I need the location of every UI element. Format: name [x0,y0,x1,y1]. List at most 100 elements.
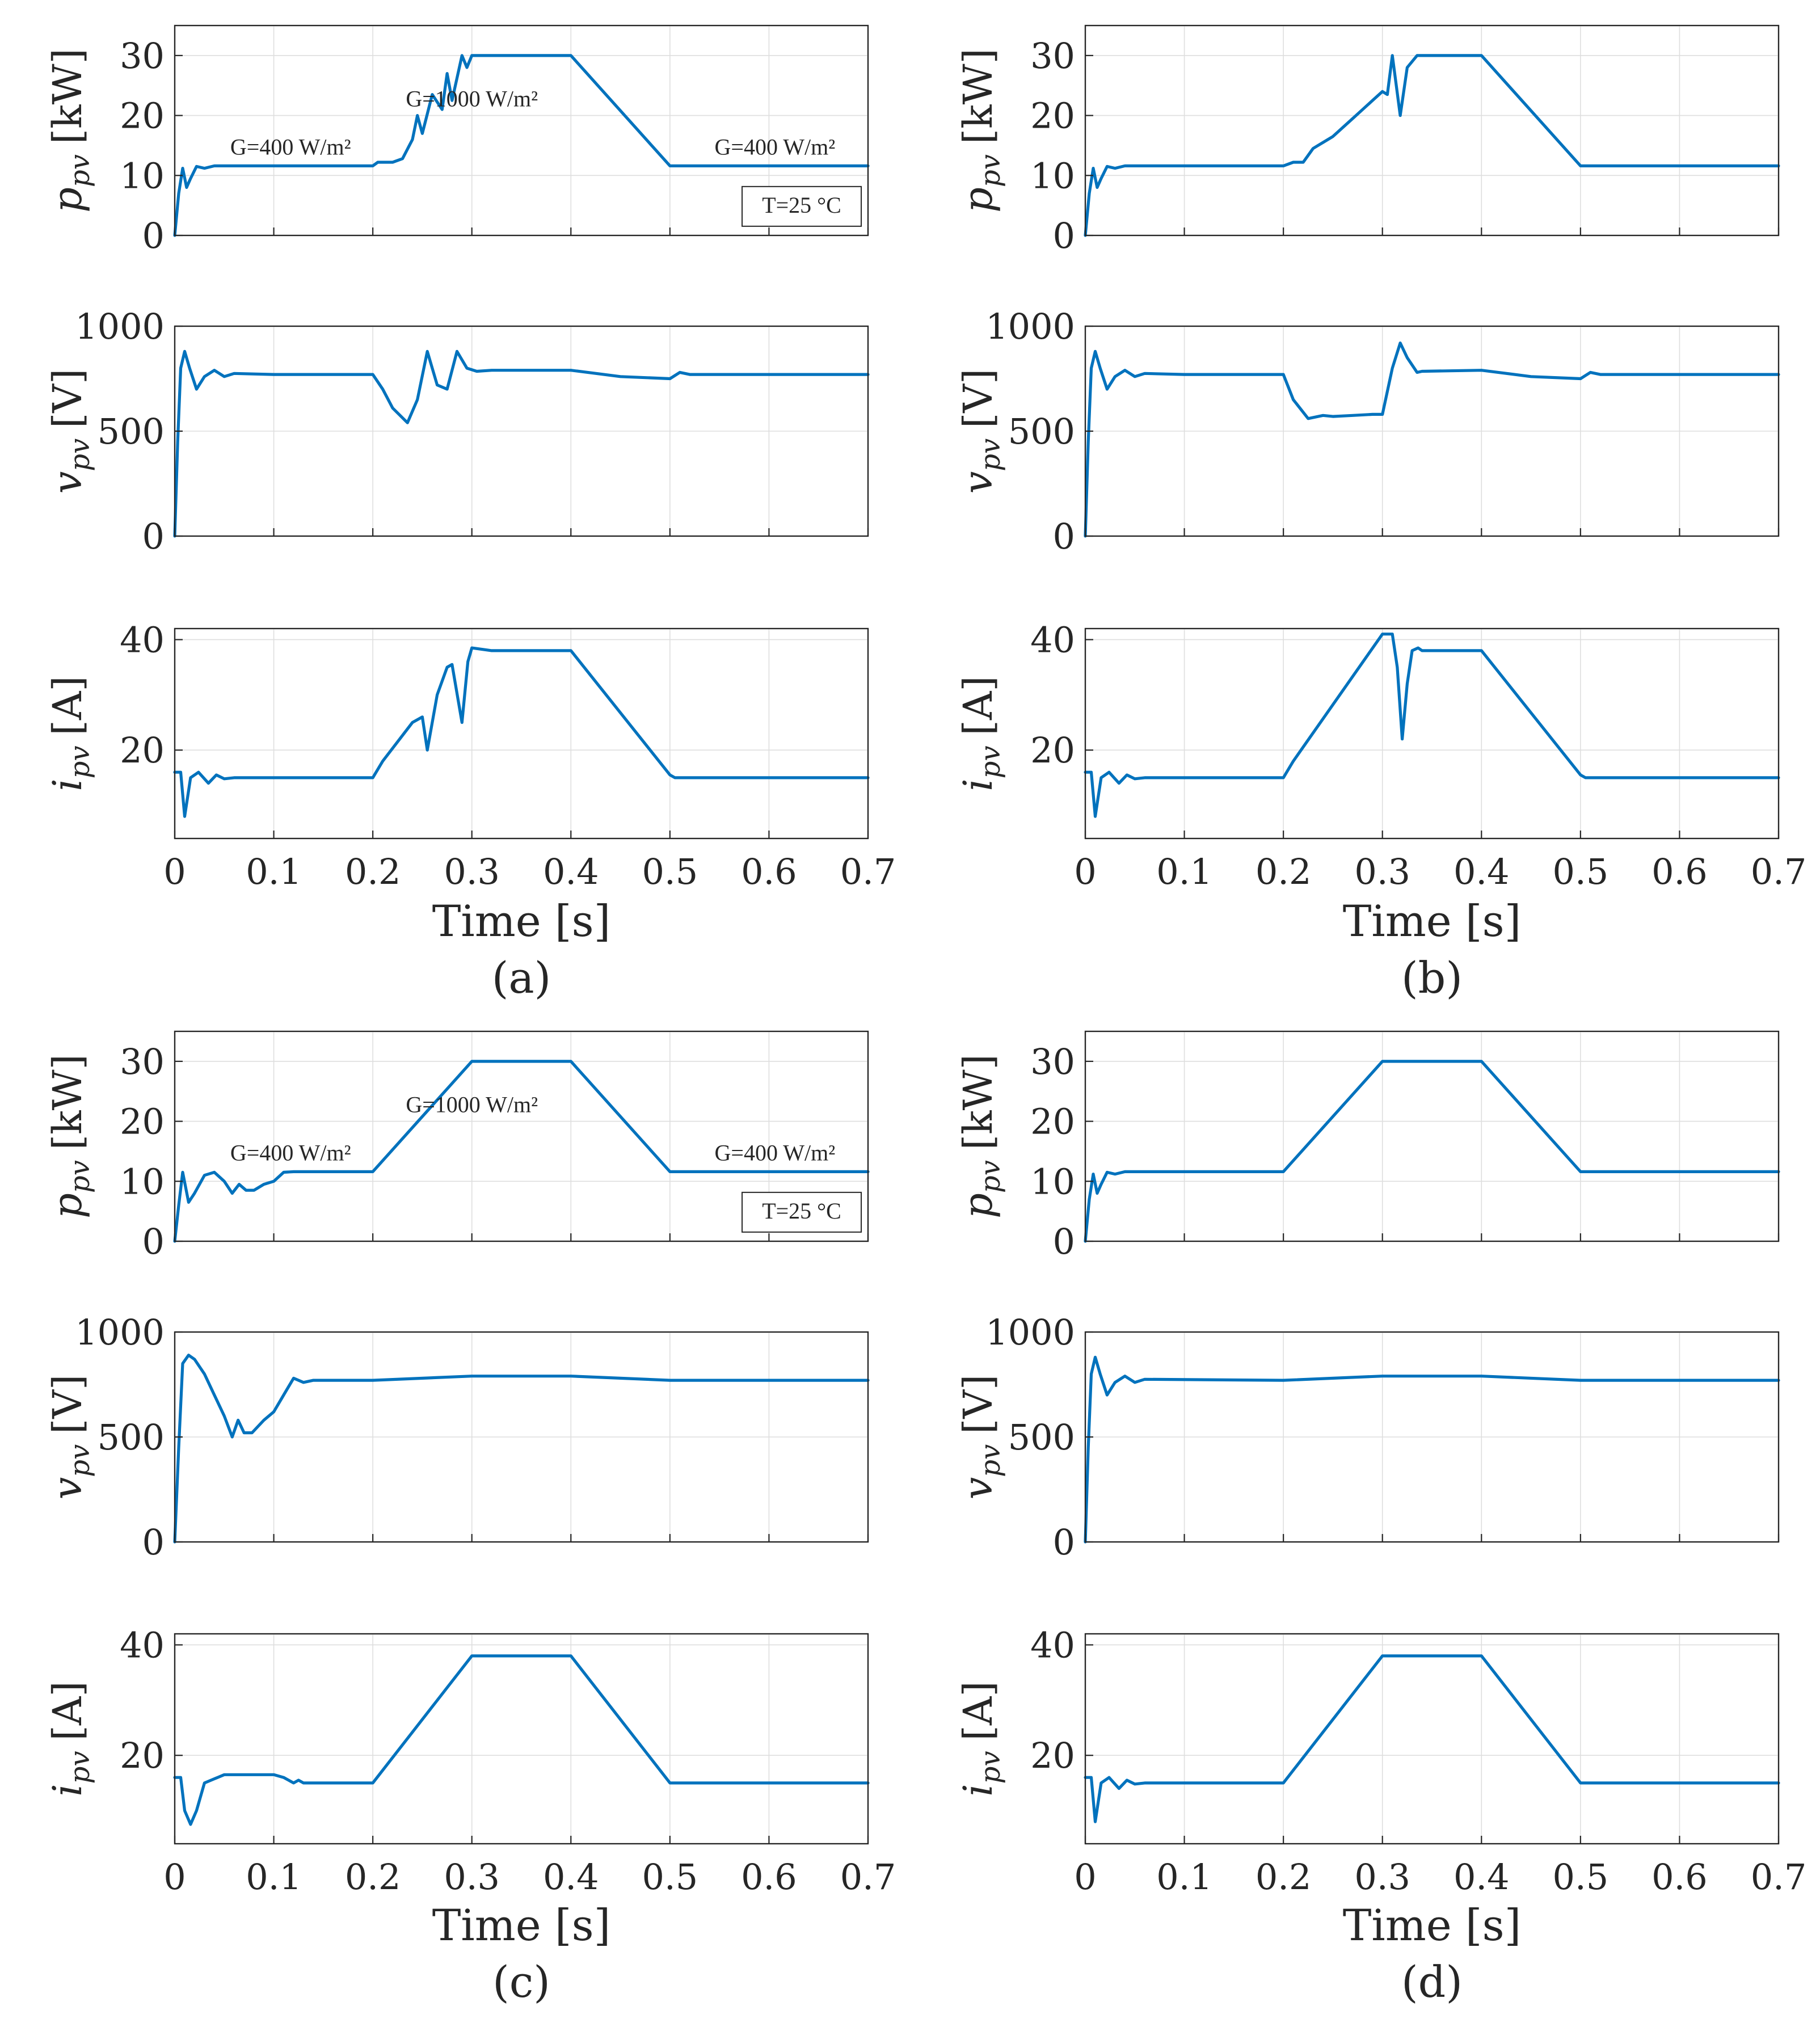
y-axis-label: ipv[A] [955,1681,1006,1796]
annotation-label: G=400 W/m² [230,1140,351,1165]
x-tick-label: 0.1 [1156,1856,1212,1898]
y-axis-label: ppv[kW] [955,1054,1006,1219]
x-tick-label: 0.5 [1553,851,1609,892]
y-tick-label: 0 [142,516,165,557]
y-axis-label: ipv[A] [955,676,1006,791]
y-tick-label: 1000 [985,306,1075,347]
y-tick-label: 500 [98,411,165,452]
y-tick-label: 1000 [75,1312,165,1353]
y-tick-label: 40 [120,1624,165,1666]
plot-area [174,627,869,840]
axis-frame [1084,1633,1780,1845]
subplot-i-pv: 20 40 0 0.1 0.2 0.3 0.4 0.5 0.6 0.7 ipv[A] [44,619,896,892]
axis-frame [1084,24,1780,237]
axis-frame [174,627,869,840]
annotation-label: G=400 W/m² [230,134,351,159]
x-tick-label: 0.6 [1652,1856,1708,1898]
axis-frame [174,1633,869,1845]
x-tick-label: 0 [163,851,186,892]
y-tick-label: 0 [142,1522,165,1563]
subplot-v-pv: 0 500 1000 vpv[V] [44,306,870,557]
series-line [173,349,870,538]
annotation-label: T=25 °C [762,192,841,218]
plot-area [1084,627,1780,840]
y-tick-label: 30 [1030,35,1075,77]
x-tick-label: 0.5 [642,851,698,892]
y-tick-label: 500 [98,1417,165,1458]
y-tick-label: 10 [1030,155,1075,196]
series-line [1084,1654,1780,1823]
series-line [173,1354,870,1544]
axis-frame [174,1030,869,1242]
x-tick-label: 0.4 [1454,851,1510,892]
x-tick-label: 0.2 [1256,1856,1312,1898]
y-tick-label: 30 [1030,1041,1075,1082]
subplot-p-pv: 0 10 20 30 ppv[kW] G=400 W/m² G=1000 W/m² G=400… [44,1030,870,1262]
y-axis-label: ipv[A] [44,1681,96,1796]
x-tick-label: 0.6 [741,851,797,892]
panel-caption: (d) [1401,1957,1463,2007]
annotation-label: G=400 W/m² [715,134,836,159]
subplot-i-pv: 20 40 0 0.1 0.2 0.3 0.4 0.5 0.6 0.7 ipv[A] [44,1624,896,1898]
x-tick-label: 0.6 [741,1856,797,1898]
panel-caption: (c) [492,1957,550,2007]
annotation-label: T=25 °C [762,1198,841,1224]
panel-d: 0 10 20 30 ppv[kW] 0 500 1000 vpv[V] 20 40 0 0.1 0.2 0… [955,1030,1806,2007]
subplot-p-pv: 0 10 20 30 ppv[kW] [955,1030,1780,1262]
y-axis-label: ppv[kW] [955,48,1006,213]
x-tick-label: 0 [1074,1856,1096,1898]
x-tick-label: 0.4 [1454,1856,1510,1898]
y-tick-label: 30 [120,35,165,77]
subplot-v-pv: 0 500 1000 vpv[V] [44,1312,870,1563]
subplot-v-pv: 0 500 1000 vpv[V] [955,1312,1780,1563]
series-line [1084,341,1780,538]
y-tick-label: 10 [120,1161,165,1202]
panel-b: 0 10 20 30 ppv[kW] 0 500 1000 vpv[V] 20 40 0 0.1 0.2 0… [955,24,1806,1003]
panel-caption: (a) [492,953,551,1003]
y-tick-label: 20 [1030,95,1075,137]
y-tick-label: 0 [1053,1221,1075,1262]
y-tick-label: 20 [1030,730,1075,771]
y-tick-label: 40 [120,619,165,660]
x-tick-label: 0.2 [345,851,401,892]
axis-frame [1084,1030,1780,1242]
x-tick-label: 0.5 [642,1856,698,1898]
annotation-box [742,186,862,227]
x-tick-label: 0.3 [1354,851,1410,892]
x-tick-label: 0.1 [1156,851,1212,892]
x-tick-label: 0.7 [840,851,896,892]
subplot-p-pv: 0 10 20 30 ppv[kW] [955,24,1780,256]
axis-frame [1084,627,1780,840]
x-tick-label: 0.3 [444,851,500,892]
y-tick-label: 0 [1053,516,1075,557]
series-line [1084,1060,1780,1243]
x-tick-label: 0.4 [543,851,599,892]
y-tick-label: 0 [142,215,165,256]
plot-area [1084,24,1780,237]
series-line [173,54,870,237]
y-tick-label: 1000 [985,1312,1075,1353]
y-tick-label: 1000 [75,306,165,347]
series-line [1084,633,1780,818]
series-line [173,646,870,818]
x-tick-label: 0.2 [1256,851,1312,892]
annotation-label: G=1000 W/m² [406,86,538,112]
x-tick-label: 0 [1074,851,1096,892]
x-axis-label: Time [s] [432,1900,611,1950]
y-axis-label: ipv[A] [44,676,96,791]
y-tick-label: 500 [1008,1417,1075,1458]
panel-c: 0 10 20 30 ppv[kW] G=400 W/m² G=1000 W/m² G=400… [44,1030,896,2007]
series-line [1084,54,1780,237]
y-tick-label: 30 [120,1041,165,1082]
x-tick-label: 0.7 [840,1856,896,1898]
plot-area [1084,1633,1780,1845]
panel-a: 0 10 20 30 ppv[kW] G=400 W/m² G=1000 W/m² G=400… [44,24,896,1003]
subplot-i-pv: 20 40 0 0.1 0.2 0.3 0.4 0.5 0.6 0.7 ipv[A] [955,619,1806,892]
axis-frame [174,24,869,237]
annotation-box [742,1191,862,1233]
plot-area [174,1633,869,1845]
y-tick-label: 20 [1030,1101,1075,1143]
x-tick-label: 0.4 [543,1856,599,1898]
x-tick-label: 0.5 [1553,1856,1609,1898]
